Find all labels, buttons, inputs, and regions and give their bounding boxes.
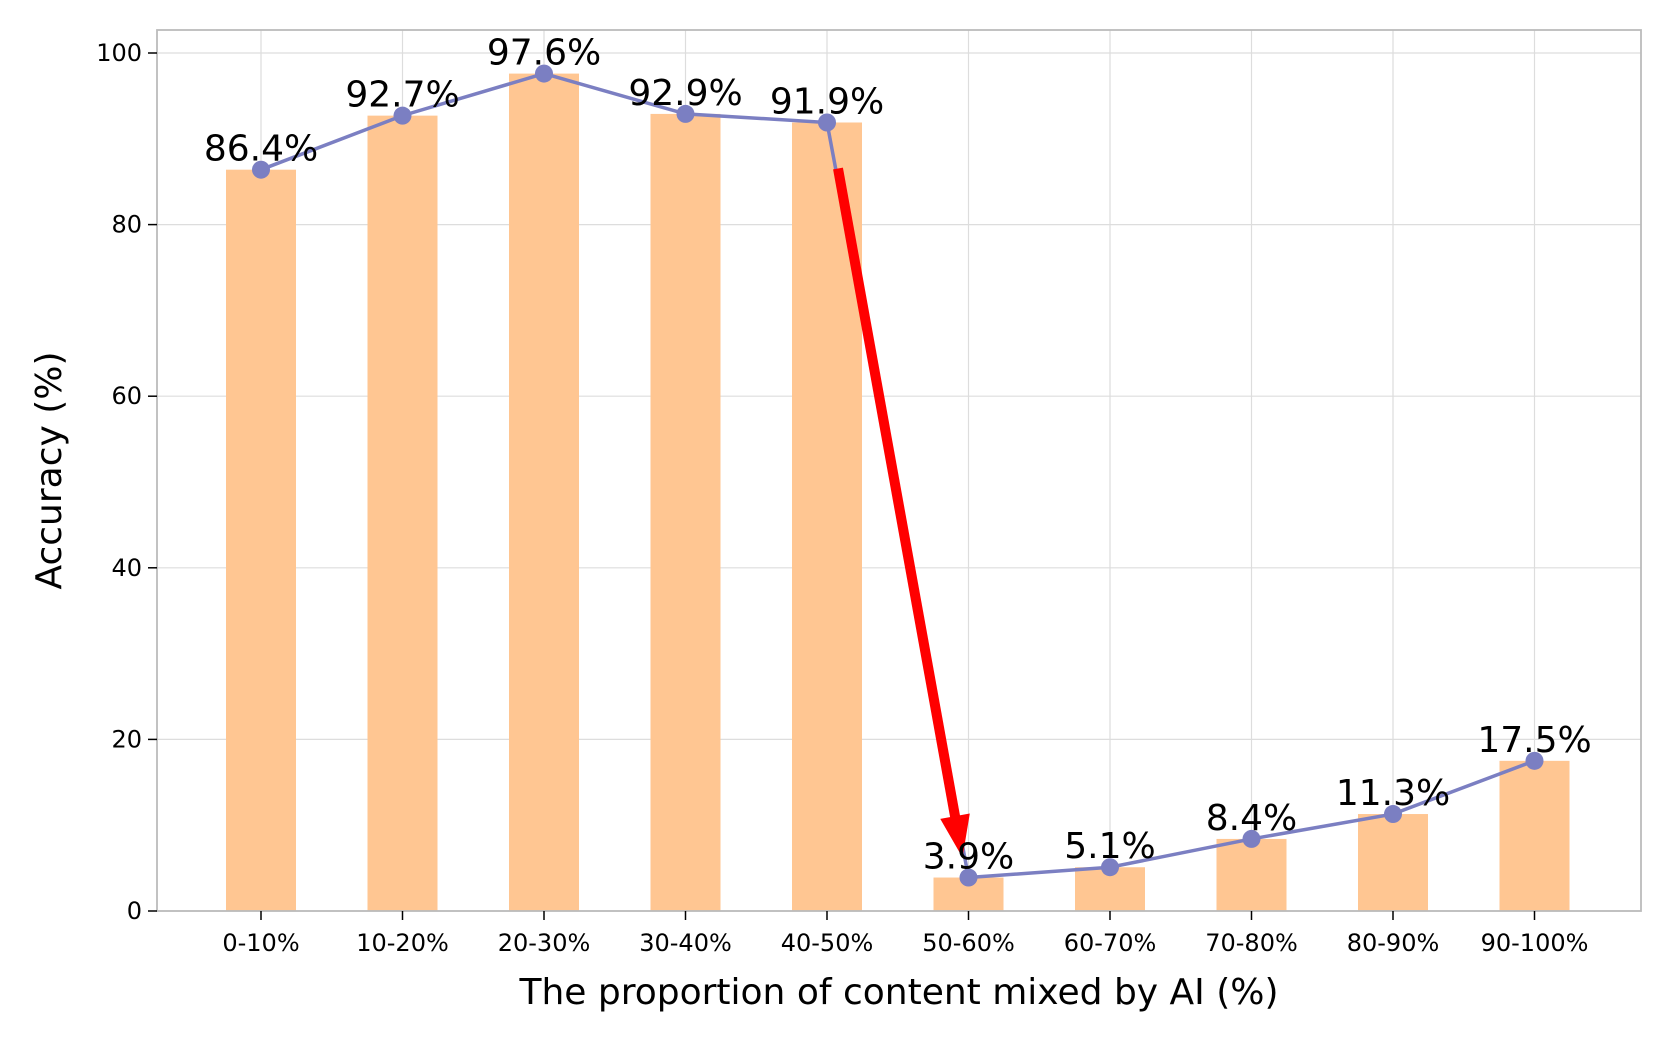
bar [509, 73, 579, 912]
series-point [1242, 829, 1261, 848]
data-label: 5.1% [1064, 826, 1155, 867]
series-point [1384, 805, 1402, 824]
data-label: 92.9% [628, 73, 742, 114]
data-label: 8.4% [1206, 798, 1297, 839]
bar-series [226, 73, 1570, 912]
axes [148, 29, 1642, 920]
arrow-shaft [833, 167, 961, 820]
y-tick-label: 0 [127, 897, 142, 925]
y-tick-label: 20 [111, 725, 142, 753]
y-tick-label: 40 [111, 554, 142, 582]
y-tick-label: 80 [111, 211, 142, 239]
series-point [535, 64, 553, 83]
y-tick-label: 100 [96, 39, 142, 67]
x-tick-label: 90-100% [1481, 929, 1589, 957]
data-labels: 86.4% 92.7% 97.6% 92.9% 91.9% 3.9% 5.1% 8.4% 11.… [204, 33, 1592, 878]
data-label: 17.5% [1477, 720, 1591, 761]
x-tick-label: 20-30% [498, 929, 591, 957]
x-tick-label: 10-20% [356, 929, 449, 957]
y-axis-title: Accuracy (%) [29, 351, 70, 589]
data-label: 97.6% [487, 33, 601, 74]
series-point [818, 113, 836, 132]
x-tick-label: 50-60% [922, 929, 1015, 957]
tick-labels: 0 20 40 60 80 100 0-10% 10-20% 20-30% 30-40% 40-50… [96, 39, 1588, 957]
arrow-head [940, 813, 970, 858]
series-point [393, 106, 412, 125]
series-point [676, 104, 695, 123]
data-label: 86.4% [204, 129, 318, 170]
x-tick-label: 40-50% [781, 929, 874, 957]
x-tick-label: 60-70% [1064, 929, 1157, 957]
x-axis-title: The proportion of content mixed by AI (%… [518, 972, 1278, 1013]
series-point [1101, 858, 1119, 877]
bar [1216, 838, 1287, 911]
data-label: 92.7% [345, 75, 459, 116]
bar [650, 113, 721, 912]
series-point [1525, 751, 1544, 770]
bar [1358, 814, 1428, 911]
data-label: 91.9% [770, 81, 884, 122]
bar [1499, 760, 1570, 911]
plot-frame [156, 29, 1642, 912]
data-label: 11.3% [1336, 773, 1450, 814]
x-tick-label: 30-40% [639, 929, 732, 957]
drop-arrow-annotation [833, 167, 970, 858]
x-tick-label: 0-10% [222, 929, 299, 957]
bar [367, 115, 438, 911]
y-tick-label: 60 [111, 382, 142, 410]
x-tick-label: 80-90% [1347, 929, 1440, 957]
bar [226, 169, 296, 912]
x-tick-label: 70-80% [1205, 929, 1298, 957]
series-point [959, 868, 978, 887]
series-point [252, 160, 270, 179]
data-label: 3.9% [923, 837, 1014, 878]
